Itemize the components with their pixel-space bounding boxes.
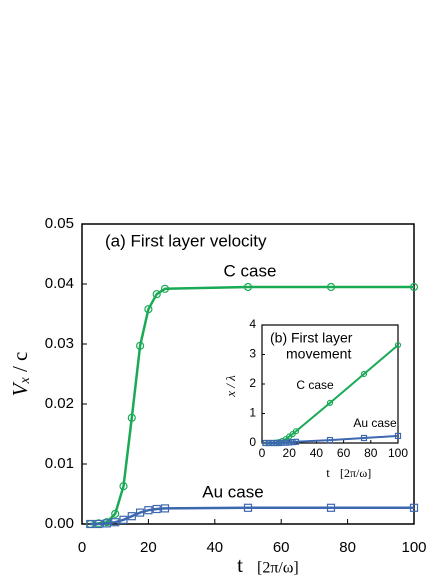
x-tick-label: 80 (364, 446, 378, 460)
marker (326, 282, 336, 292)
x-tick-label: 20 (283, 446, 297, 460)
marker (326, 436, 334, 444)
marker (292, 438, 300, 445)
y-axis-label: Vx / c (8, 352, 33, 397)
marker (152, 290, 161, 299)
marker (409, 282, 419, 292)
marker (160, 284, 170, 293)
annotation: C case (296, 378, 334, 392)
marker (136, 508, 145, 517)
marker (360, 434, 368, 442)
marker (111, 518, 120, 527)
x-tick-label: 40 (206, 539, 223, 556)
marker (127, 512, 136, 521)
marker (275, 439, 283, 447)
y-tick-label: 1 (249, 406, 256, 420)
marker (265, 439, 272, 447)
annotation: C case (224, 261, 277, 280)
x-axis-label: t (326, 465, 330, 480)
marker (282, 439, 289, 446)
y-tick-label: 0 (249, 435, 256, 449)
series-line (90, 506, 414, 526)
x-tick-label: 80 (339, 539, 356, 556)
marker (86, 519, 95, 529)
y-tick-label: 0.01 (45, 455, 74, 472)
marker (394, 432, 402, 440)
marker (94, 519, 103, 529)
series-line (265, 434, 399, 444)
marker (272, 439, 279, 447)
x-tick-label: 100 (388, 446, 408, 460)
chart-title: movement (286, 346, 351, 362)
y-tick-label: 2 (249, 376, 256, 390)
y-axis-label: x / λ (223, 375, 238, 398)
inset-background (262, 325, 398, 443)
y-axis-label-part: V (8, 381, 32, 396)
chart-title: (b) First layer (270, 330, 353, 346)
plot-frame (81, 223, 415, 525)
x-tick-label: 0 (78, 539, 86, 556)
x-tick-label: 40 (310, 446, 324, 460)
x-axis-label: t (237, 553, 243, 577)
y-tick-label: 3 (249, 347, 256, 361)
x-tick-label: 60 (273, 539, 290, 556)
marker (394, 341, 402, 349)
y-tick-label: 0.03 (45, 335, 74, 352)
y-tick-label: 4 (249, 317, 256, 331)
x-tick-label: 0 (259, 446, 266, 460)
marker (360, 370, 368, 378)
annotation: Au case (202, 482, 263, 501)
marker (144, 506, 153, 515)
x-tick-label: 20 (140, 539, 157, 556)
marker (102, 519, 112, 528)
marker (269, 439, 276, 447)
y-tick-label: 0.05 (45, 215, 74, 232)
marker (144, 305, 153, 314)
marker (262, 439, 269, 447)
x-axis-label-unit: [2π/ω] (257, 560, 299, 577)
marker (160, 504, 170, 513)
marker (119, 515, 128, 524)
marker (111, 509, 120, 518)
marker (243, 503, 253, 512)
y-axis-label-part: x (18, 377, 33, 385)
y-tick-label: 0.04 (45, 275, 74, 292)
marker (136, 341, 145, 350)
marker (119, 482, 128, 491)
y-tick-label: 0.02 (45, 395, 74, 412)
marker (127, 413, 136, 422)
marker (279, 439, 286, 446)
marker (152, 504, 161, 514)
marker (289, 439, 296, 446)
chart-title: (a) First layer velocity (105, 231, 267, 250)
marker (409, 503, 419, 512)
marker (243, 282, 253, 292)
annotation: Au case (353, 416, 397, 430)
x-tick-label: 100 (401, 539, 426, 556)
marker (326, 399, 334, 406)
x-tick-label: 60 (337, 446, 351, 460)
x-axis-label-unit: [2π/ω] (340, 466, 371, 480)
y-axis-label-part: / c (8, 352, 32, 378)
marker (286, 439, 293, 446)
marker (292, 428, 300, 435)
marker (326, 503, 336, 512)
y-tick-label: 0.00 (45, 515, 74, 532)
